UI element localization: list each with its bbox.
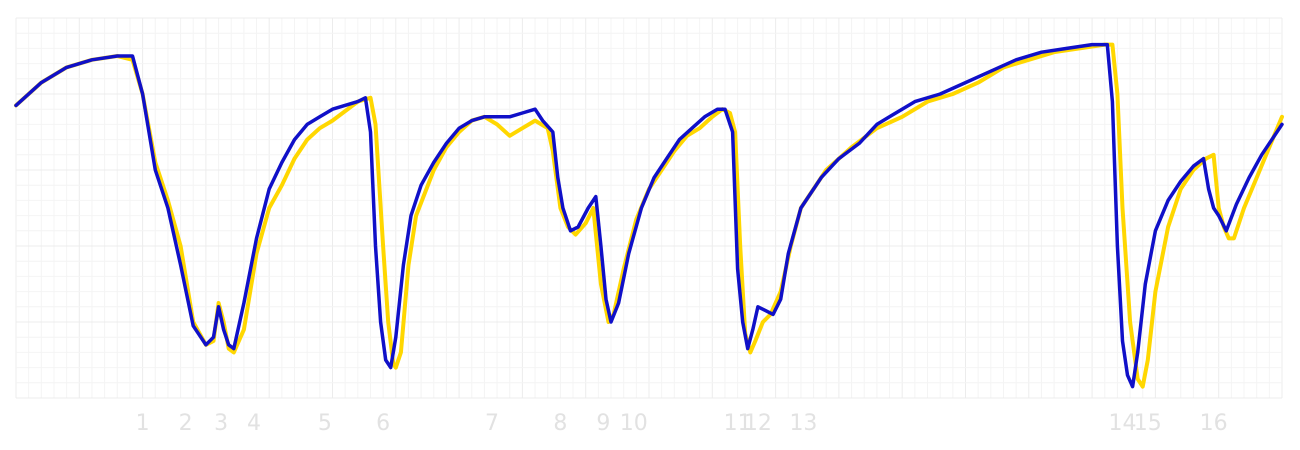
x-tick-label: 15 [1134,411,1162,436]
x-tick-label: 4 [247,411,261,436]
x-tick-label: 5 [318,411,332,436]
x-tick-label: 10 [620,411,648,436]
x-tick-label: 2 [179,411,193,436]
x-tick-label: 8 [553,411,567,436]
x-tick-label: 12 [744,411,772,436]
x-tick-label: 13 [789,411,817,436]
x-tick-label: 1 [136,411,150,436]
x-tick-label: 9 [596,411,610,436]
x-tick-label: 11 [724,411,752,436]
chart-series-group [14,42,1284,389]
x-tick-label: 3 [214,411,228,436]
x-tick-label: 7 [485,411,499,436]
x-tick-label: 16 [1200,411,1228,436]
x-tick-label: 14 [1108,411,1136,436]
x-tick-label: 6 [376,411,390,436]
series-line-blue [14,42,1284,389]
